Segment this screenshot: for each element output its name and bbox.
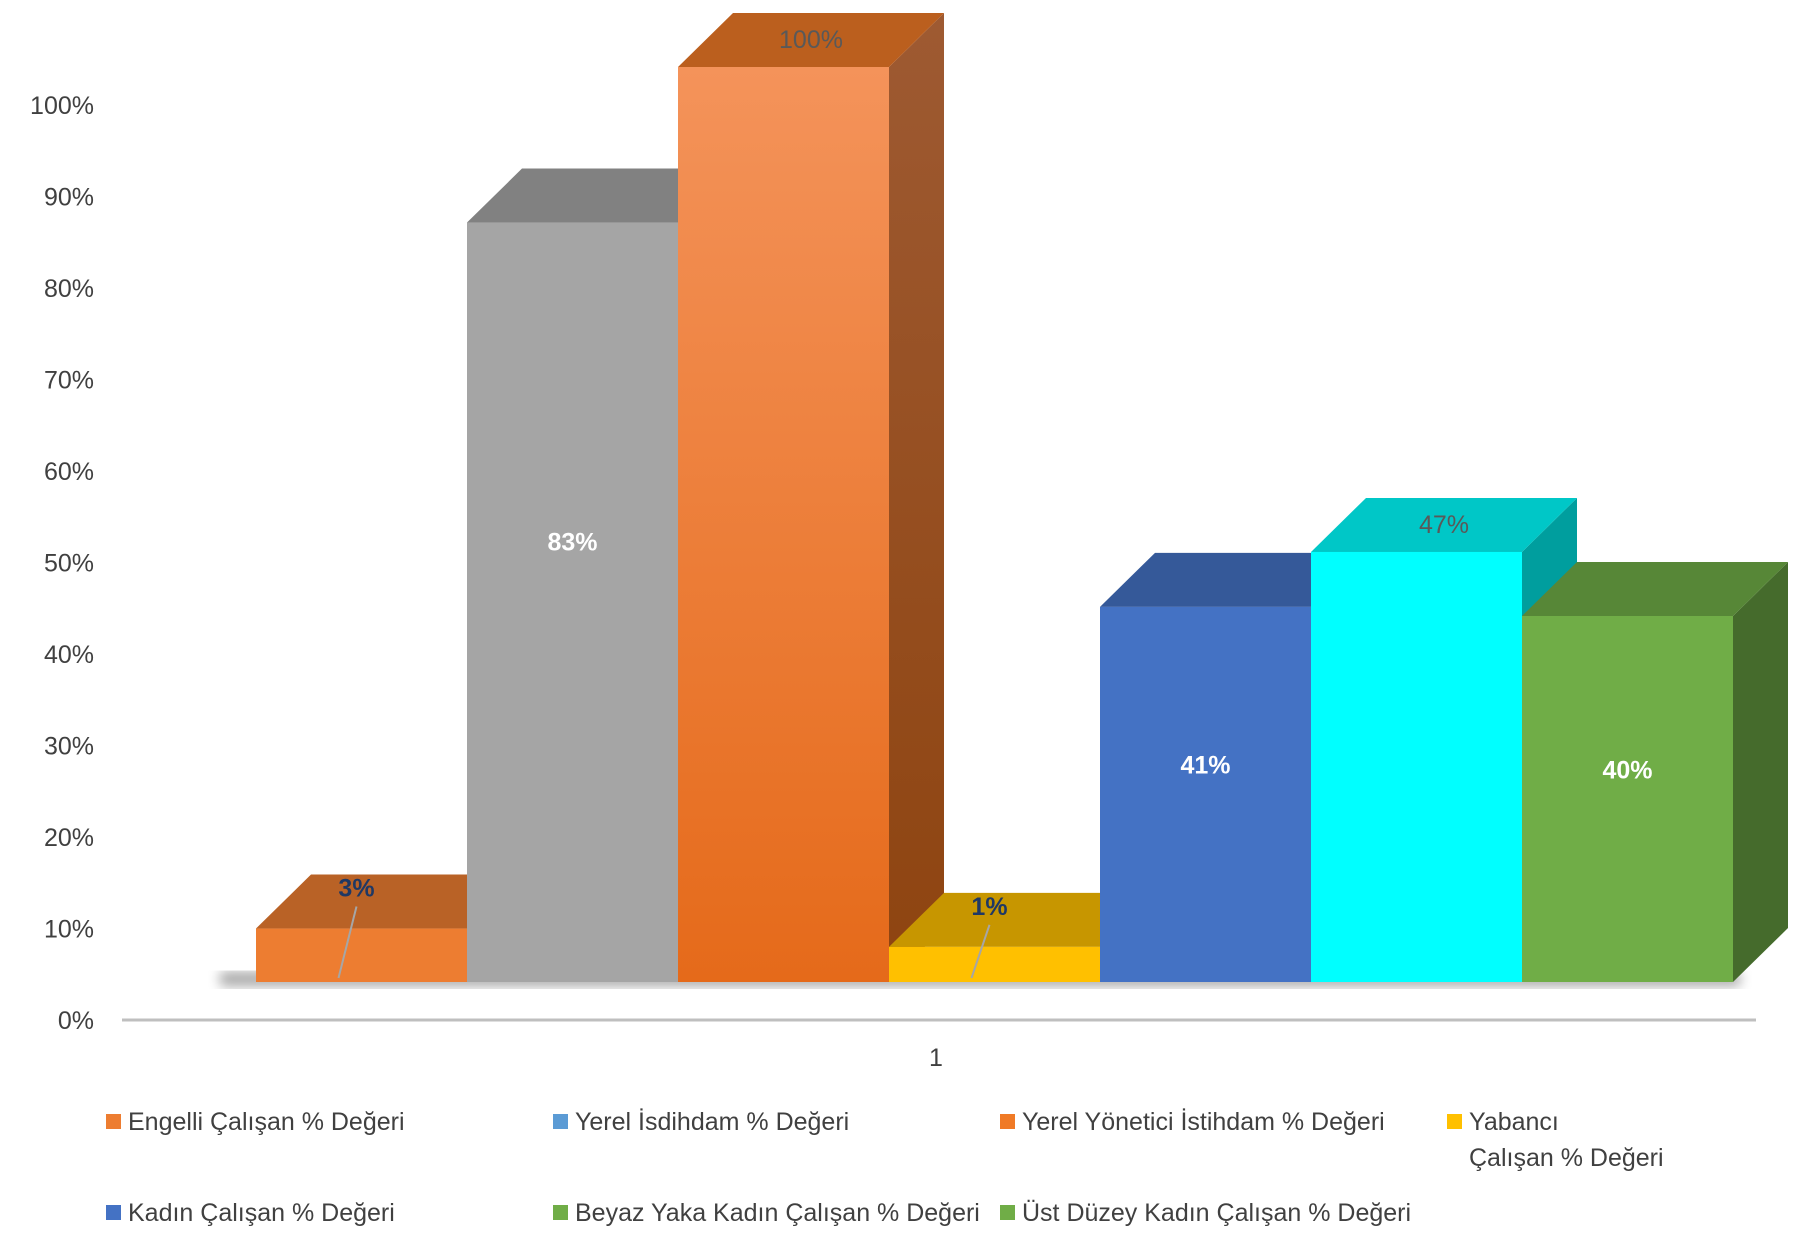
bar-3 <box>678 13 944 982</box>
x-tick-label: 1 <box>929 1044 943 1072</box>
y-tick-label: 90% <box>44 184 94 212</box>
data-label: 40% <box>1602 757 1652 785</box>
bar-top-face <box>1100 552 1366 607</box>
y-tick-label: 10% <box>44 916 94 944</box>
y-tick-label: 60% <box>44 458 94 486</box>
bar-front-face <box>467 222 678 983</box>
legend-item: Üst Düzey Kadın Çalışan % Değeri <box>1000 1199 1411 1227</box>
y-tick-label: 100% <box>30 92 94 120</box>
legend-swatch <box>1000 1114 1015 1129</box>
legend-swatch <box>106 1114 121 1129</box>
bar-top-face <box>889 892 1155 947</box>
legend-item: Engelli Çalışan % Değeri <box>106 1108 405 1136</box>
data-label: 3% <box>338 875 374 903</box>
bar-top-face <box>256 874 522 929</box>
legend-label: Yerel Yönetici İstihdam % Değeri <box>1022 1107 1385 1136</box>
legend-label: Üst Düzey Kadın Çalışan % Değeri <box>1022 1199 1411 1227</box>
legend-item: Yabancı Çalışan % Değeri <box>1447 1108 1664 1172</box>
y-tick-label: 20% <box>44 824 94 852</box>
data-label-leader <box>970 924 991 979</box>
legend-item: Yerel İsdihdam % Değeri <box>553 1107 849 1136</box>
data-label-leader <box>337 906 358 979</box>
legend-label: Engelli Çalışan % Değeri <box>128 1108 405 1136</box>
data-label: 100% <box>779 26 843 54</box>
y-tick-label: 50% <box>44 550 94 578</box>
legend-label: Beyaz Yaka Kadın Çalışan % Değeri <box>575 1199 980 1227</box>
bars <box>256 13 1788 983</box>
bar-top-face <box>1522 562 1788 616</box>
legend-swatch <box>1447 1114 1462 1129</box>
bar-front-face <box>889 946 1100 982</box>
y-tick-label: 80% <box>44 275 94 303</box>
y-tick-label: 0% <box>58 1007 94 1035</box>
legend: Engelli Çalışan % Değeri Yerel İsdihdam %… <box>106 1107 1664 1227</box>
legend-swatch <box>553 1114 568 1129</box>
legend-label: Kadın Çalışan % Değeri <box>128 1199 395 1227</box>
y-tick-label: 70% <box>44 367 94 395</box>
bar-side-face <box>1733 562 1788 982</box>
data-labels: 3% 83% 100% 1% 41% 47% 40% <box>337 26 1653 979</box>
bar-side-face <box>889 13 944 982</box>
legend-label: Yabancı Çalışan % Değeri <box>1469 1108 1664 1172</box>
legend-swatch <box>106 1205 121 1220</box>
legend-item: Beyaz Yaka Kadın Çalışan % Değeri <box>553 1199 980 1227</box>
data-label: 1% <box>971 893 1007 921</box>
bar-top-face <box>1311 497 1577 552</box>
bar-top-face <box>467 168 733 223</box>
legend-item: Yerel Yönetici İstihdam % Değeri <box>1000 1107 1385 1136</box>
bar-front-face <box>256 928 467 982</box>
data-label: 41% <box>1180 751 1230 779</box>
bar-front-face <box>1100 606 1311 982</box>
legend-label: Yerel İsdihdam % Değeri <box>575 1107 849 1136</box>
bar-front-face <box>1522 616 1733 982</box>
legend-swatch <box>553 1205 568 1220</box>
bar-front-face <box>678 67 889 982</box>
data-label: 83% <box>547 529 597 557</box>
legend-item: Kadın Çalışan % Değeri <box>106 1199 395 1227</box>
y-tick-label: 30% <box>44 733 94 761</box>
y-axis: 0% 10% 20% 30% 40% 50% 60% 70% 80% 90% 100% <box>30 92 94 1035</box>
bar-top-face <box>678 13 944 67</box>
y-tick-label: 40% <box>44 641 94 669</box>
bar-7 <box>1522 562 1788 982</box>
legend-swatch <box>1000 1205 1015 1220</box>
data-label: 47% <box>1419 511 1469 539</box>
bar-front-face <box>1311 551 1522 982</box>
